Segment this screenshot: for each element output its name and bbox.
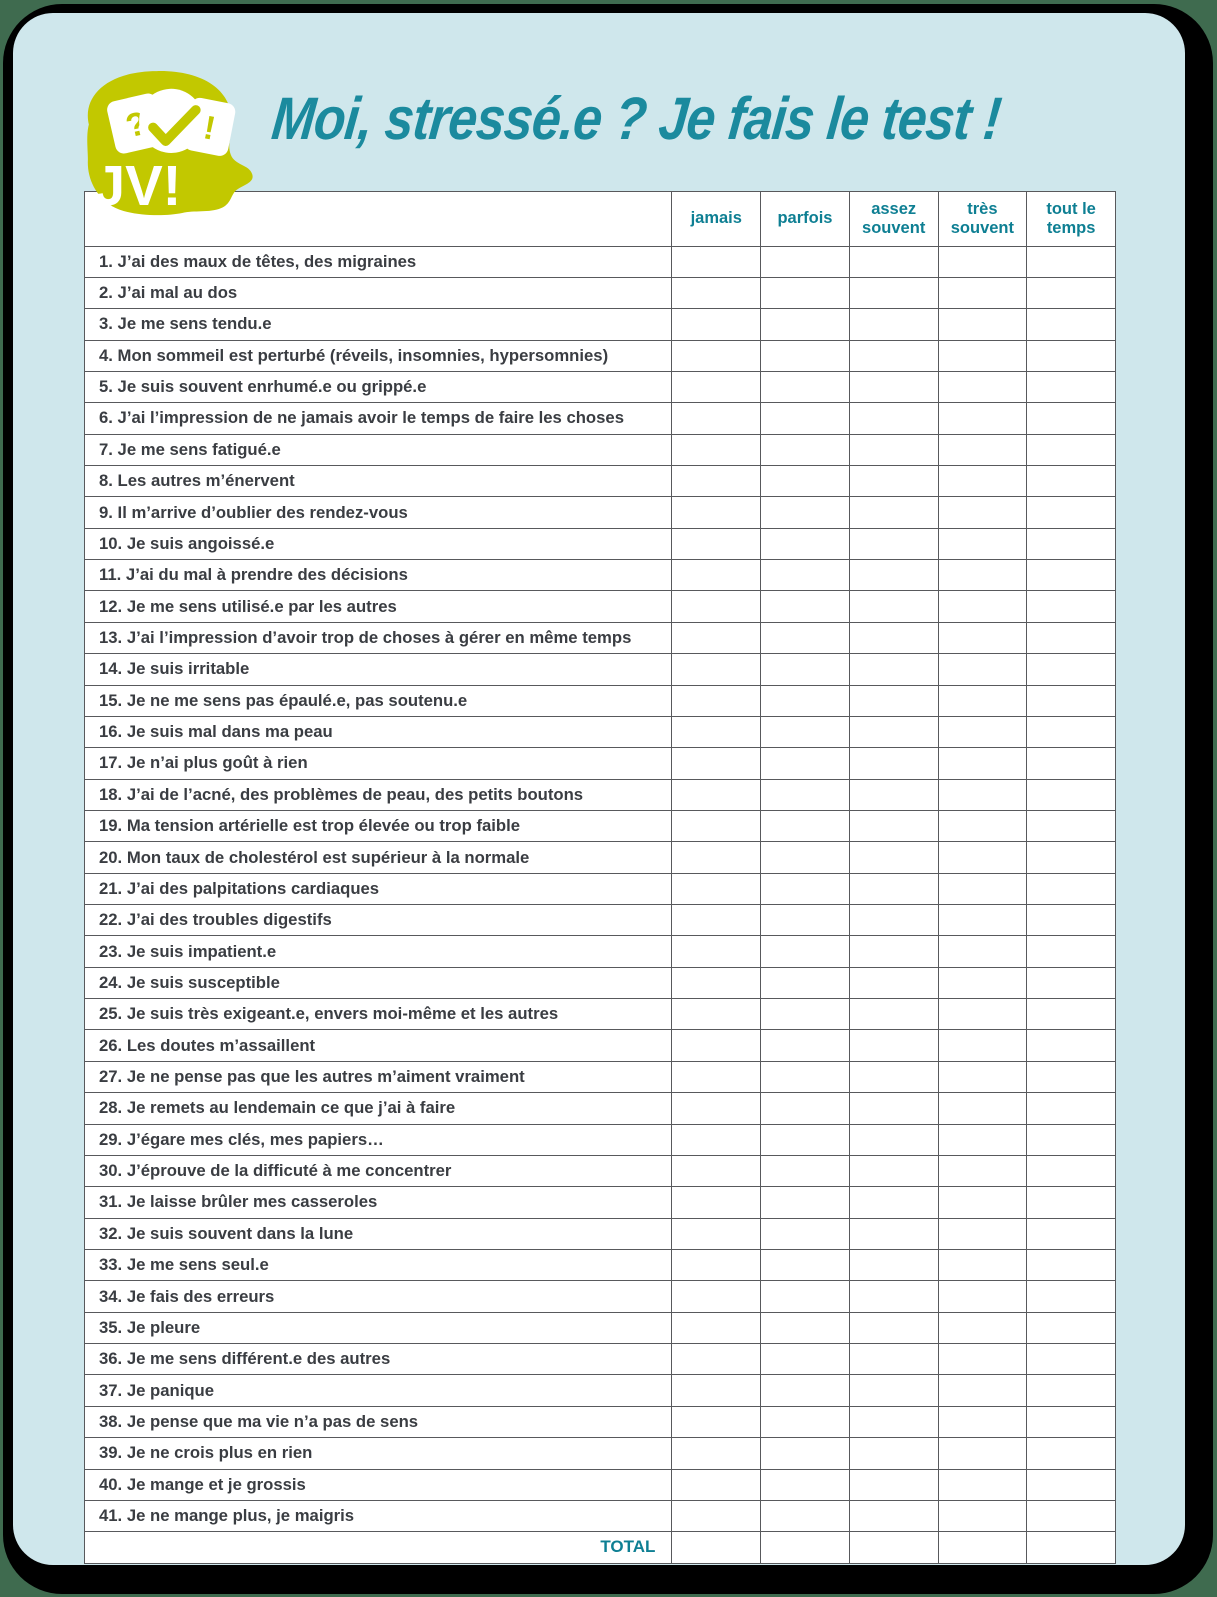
svg-text:JV!: JV!: [94, 154, 182, 217]
